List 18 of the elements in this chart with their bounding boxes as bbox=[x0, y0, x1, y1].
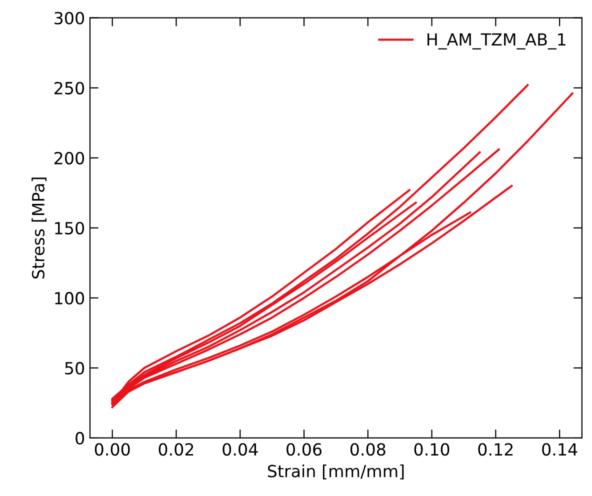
y-tick-label: 0 bbox=[76, 432, 84, 445]
legend-label: H_AM_TZM_AB_1 bbox=[428, 33, 566, 50]
y-tick-label: 250 bbox=[54, 82, 84, 94]
x-tick-label: 0.10 bbox=[414, 443, 450, 456]
x-tick-label: 0.12 bbox=[478, 443, 513, 456]
x-tick-label: 0.02 bbox=[158, 443, 194, 456]
x-tick-label: 0.04 bbox=[222, 443, 258, 456]
y-tick-label: 300 bbox=[54, 12, 84, 24]
x-axis-title: Strain [mm/mm] bbox=[268, 464, 404, 480]
y-tick-label: 100 bbox=[55, 292, 84, 304]
x-tick-label: 0.14 bbox=[542, 443, 578, 456]
y-axis-title: Stress [MPa] bbox=[32, 178, 46, 279]
y-tick-label: 150 bbox=[55, 222, 84, 234]
x-tick-label: 0.06 bbox=[286, 443, 322, 456]
y-tick-label: 200 bbox=[54, 152, 84, 164]
x-tick-label: 0.00 bbox=[94, 443, 130, 456]
y-tick-label: 50 bbox=[65, 362, 84, 375]
x-tick-label: 0.08 bbox=[350, 443, 386, 456]
